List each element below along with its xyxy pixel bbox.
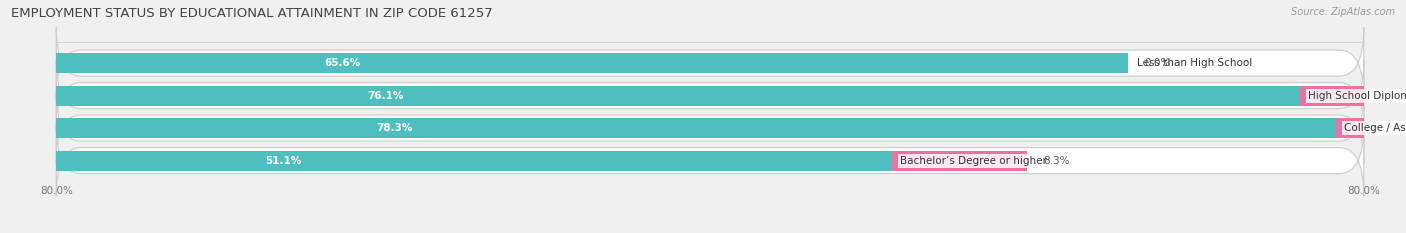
Bar bbox=[891, 151, 1028, 171]
Text: 65.6%: 65.6% bbox=[325, 58, 360, 68]
Text: High School Diploma: High School Diploma bbox=[1308, 91, 1406, 101]
FancyBboxPatch shape bbox=[56, 125, 1364, 196]
Text: College / Associate Degree: College / Associate Degree bbox=[1344, 123, 1406, 133]
FancyBboxPatch shape bbox=[56, 60, 1364, 131]
Bar bbox=[56, 151, 891, 171]
Bar bbox=[56, 53, 1129, 73]
Text: 0.0%: 0.0% bbox=[1144, 58, 1171, 68]
Bar bbox=[1301, 86, 1406, 106]
Bar bbox=[1336, 118, 1406, 138]
Text: EMPLOYMENT STATUS BY EDUCATIONAL ATTAINMENT IN ZIP CODE 61257: EMPLOYMENT STATUS BY EDUCATIONAL ATTAINM… bbox=[11, 7, 494, 20]
Text: 78.3%: 78.3% bbox=[377, 123, 412, 133]
Text: 8.3%: 8.3% bbox=[1043, 156, 1070, 166]
Text: Less than High School: Less than High School bbox=[1136, 58, 1251, 68]
Text: 51.1%: 51.1% bbox=[266, 156, 301, 166]
FancyBboxPatch shape bbox=[56, 27, 1364, 99]
FancyBboxPatch shape bbox=[56, 92, 1364, 164]
Bar bbox=[56, 86, 1301, 106]
Text: Source: ZipAtlas.com: Source: ZipAtlas.com bbox=[1291, 7, 1395, 17]
Text: Bachelor’s Degree or higher: Bachelor’s Degree or higher bbox=[900, 156, 1046, 166]
Text: 76.1%: 76.1% bbox=[367, 91, 404, 101]
Bar bbox=[56, 118, 1336, 138]
